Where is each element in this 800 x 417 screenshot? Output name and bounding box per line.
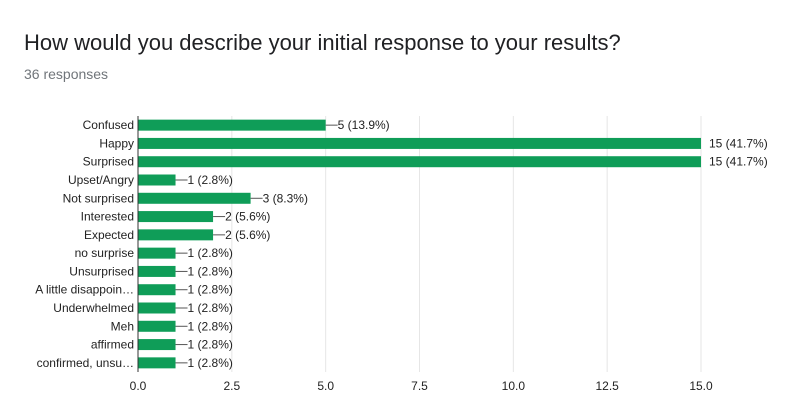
bar [138, 211, 214, 223]
data-label: 1 (2.8%) [188, 283, 233, 297]
leader-lines [175, 124, 338, 364]
data-label: 1 (2.8%) [188, 301, 233, 315]
response-count: 36 responses [24, 66, 109, 82]
x-tick-label: 15.0 [689, 379, 713, 393]
bar [138, 302, 176, 314]
category-label: no surprise [75, 246, 135, 260]
data-label: 2 (5.6%) [225, 210, 270, 224]
x-tick-label: 12.5 [595, 379, 619, 393]
bar [138, 265, 176, 277]
bar [138, 174, 176, 186]
data-label: 1 (2.8%) [188, 246, 233, 260]
bars [138, 119, 701, 369]
category-label: Not surprised [63, 191, 134, 205]
data-label: 2 (5.6%) [225, 228, 270, 242]
category-label: affirmed [91, 338, 134, 352]
gridlines [231, 116, 702, 372]
data-label: 3 (8.3%) [263, 191, 308, 205]
bar [138, 229, 214, 241]
category-label: Upset/Angry [68, 173, 134, 187]
data-label: 1 (2.8%) [188, 338, 233, 352]
category-label: Interested [81, 210, 134, 224]
x-tick-label: 10.0 [502, 379, 526, 393]
data-label: 1 (2.8%) [188, 173, 233, 187]
category-label: Meh [111, 319, 134, 333]
bar [138, 320, 176, 332]
category-label: Expected [84, 228, 134, 242]
bar [138, 137, 701, 149]
x-tick-label: 0.0 [130, 379, 147, 393]
bar [138, 284, 176, 296]
category-label: A little disappoin… [35, 283, 134, 297]
data-label: 5 (13.9%) [338, 118, 390, 132]
category-labels: Confused Happy Surprised Upset/Angry Not sur… [35, 118, 134, 370]
bar [138, 156, 701, 168]
data-label: 15 (41.7%) [709, 155, 768, 169]
x-tick-label: 2.5 [223, 379, 240, 393]
bar [138, 192, 251, 204]
data-label: 15 (41.7%) [709, 136, 768, 150]
bar [138, 247, 176, 259]
data-label: 1 (2.8%) [188, 356, 233, 370]
category-label: confirmed, unsu… [37, 356, 134, 370]
chart-title: How would you describe your initial resp… [24, 30, 621, 55]
data-labels: 5 (13.9%) 15 (41.7%) 15 (41.7%) 1 (2.8%) 3 (… [188, 118, 768, 370]
bar [138, 119, 326, 131]
x-tick-label: 7.5 [411, 379, 428, 393]
x-tick-label: 5.0 [317, 379, 334, 393]
category-label: Unsurprised [69, 264, 134, 278]
category-label: Surprised [83, 155, 134, 169]
data-label: 1 (2.8%) [188, 319, 233, 333]
category-label: Happy [99, 136, 134, 150]
data-label: 1 (2.8%) [188, 264, 233, 278]
bar [138, 357, 176, 369]
category-label: Underwhelmed [53, 301, 134, 315]
x-axis-ticks: 0.0 2.5 5.0 7.5 10.0 12.5 15.0 [130, 379, 713, 393]
category-label: Confused [83, 118, 134, 132]
bar [138, 339, 176, 351]
